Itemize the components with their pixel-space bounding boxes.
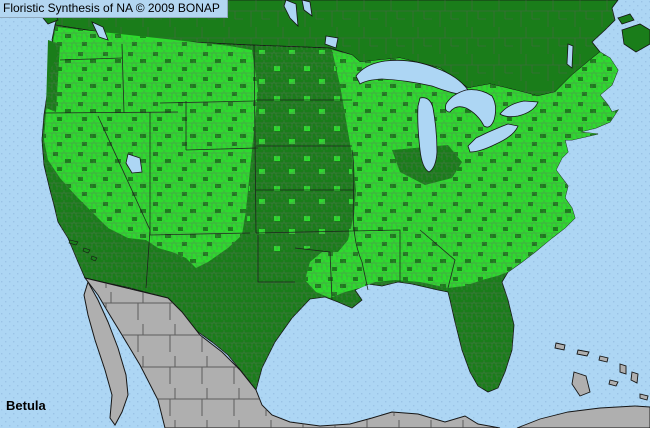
- bahamas-island: [554, 342, 566, 351]
- bahamas-island: [598, 355, 609, 363]
- cuba: [516, 405, 650, 428]
- bahamas-island: [639, 393, 649, 401]
- map-title: Floristic Synthesis of NA © 2009 BONAP: [0, 0, 228, 18]
- lake-champlain: [566, 43, 574, 69]
- region-caribbean: [516, 342, 650, 428]
- lake-erie: [467, 123, 519, 153]
- bahamas-island: [619, 363, 627, 375]
- bahamas-island: [630, 371, 639, 384]
- bahamas-island: [576, 349, 590, 357]
- great-salt-lake: [125, 153, 143, 174]
- puget-sound: [91, 21, 109, 41]
- lake-of-the-woods: [324, 35, 339, 49]
- channel-islands: [68, 239, 98, 262]
- bahamas-island: [608, 379, 619, 387]
- lake-winnipeg: [283, 0, 299, 28]
- lakes: [91, 0, 574, 174]
- lake-michigan: [417, 97, 438, 173]
- nova-scotia: [621, 23, 650, 53]
- lake-ontario: [499, 100, 539, 118]
- bahamas-andros-island: [571, 371, 591, 397]
- taxon-label: Betula: [6, 398, 46, 413]
- state-borders: [43, 43, 456, 301]
- prince-edward-island: [617, 13, 635, 25]
- lake-manitoba: [301, 0, 313, 17]
- lake-huron: [445, 89, 496, 128]
